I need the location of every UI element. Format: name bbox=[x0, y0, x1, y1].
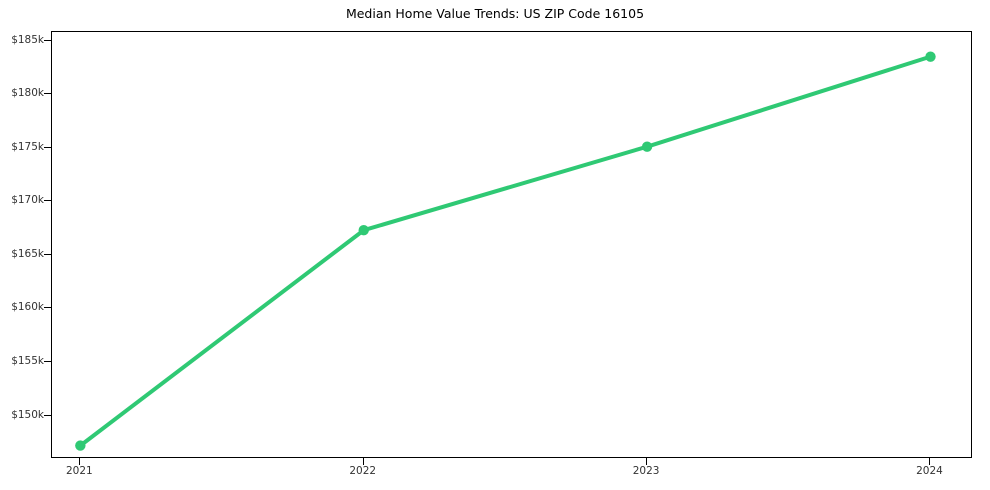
x-axis-tick-labels: 2021 2022 2023 2024 bbox=[51, 466, 972, 486]
y-tick-mark bbox=[44, 414, 51, 416]
y-tick-label: $165k bbox=[11, 247, 44, 260]
x-tick-label: 2022 bbox=[349, 465, 377, 477]
y-tick-mark bbox=[44, 307, 51, 309]
y-tick-label: $155k bbox=[11, 354, 44, 367]
y-tick-label: $185k bbox=[11, 33, 44, 46]
y-tick-mark bbox=[44, 361, 51, 363]
y-tick-label: $180k bbox=[11, 86, 44, 99]
x-tick-label: 2021 bbox=[65, 465, 93, 477]
x-tick-mark bbox=[79, 458, 81, 465]
y-tick-mark bbox=[44, 200, 51, 202]
data-point-2023 bbox=[641, 141, 653, 152]
y-axis-tick-labels: $150k $155k $160k $165k $170k $175k $180k $185k bbox=[0, 31, 44, 458]
line-chart-svg bbox=[75, 51, 936, 451]
y-tick-mark bbox=[44, 253, 51, 255]
plot-area bbox=[51, 31, 972, 458]
y-tick-label: $175k bbox=[11, 140, 44, 153]
x-tick-mark bbox=[646, 458, 648, 465]
y-tick-label: $160k bbox=[11, 301, 44, 314]
data-point-2024 bbox=[925, 51, 936, 62]
data-point-2021 bbox=[75, 440, 86, 451]
data-point-2022 bbox=[358, 225, 369, 236]
x-tick-label: 2024 bbox=[916, 465, 943, 477]
x-tick-mark bbox=[362, 458, 364, 465]
x-axis-tick-marks bbox=[51, 458, 972, 466]
x-tick-mark bbox=[929, 458, 931, 465]
y-tick-mark bbox=[44, 93, 51, 95]
x-tick-label: 2023 bbox=[632, 465, 660, 477]
y-tick-label: $170k bbox=[11, 194, 44, 207]
data-line-median-home-value bbox=[78, 54, 933, 448]
data-point-markers bbox=[75, 51, 936, 451]
y-tick-mark bbox=[44, 146, 51, 148]
y-tick-mark bbox=[44, 39, 51, 41]
chart-title: Median Home Value Trends: US ZIP Code 16… bbox=[345, 6, 645, 21]
y-axis-tick-marks bbox=[0, 31, 51, 458]
y-tick-label: $150k bbox=[11, 408, 44, 421]
